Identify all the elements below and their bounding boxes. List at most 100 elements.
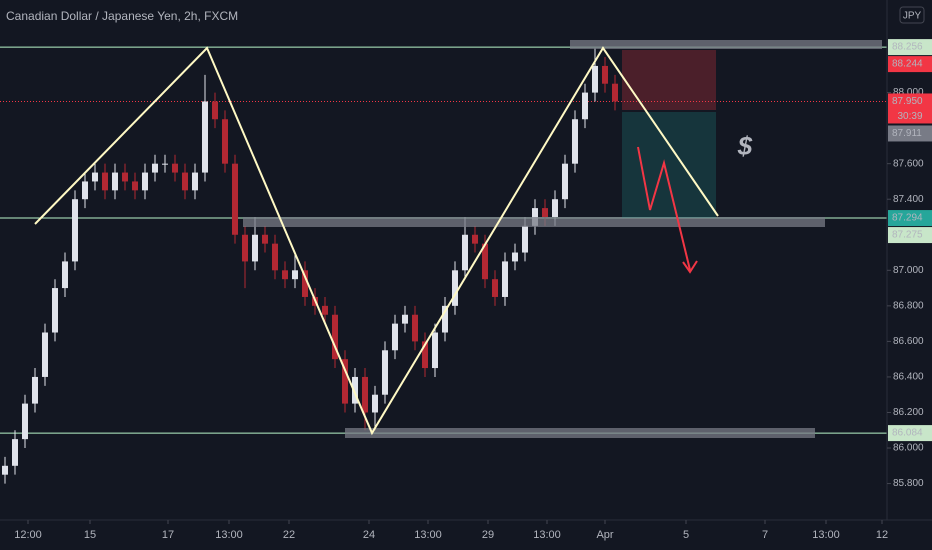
x-tick-label: 7	[762, 529, 768, 541]
countdown: 30:39	[897, 111, 922, 122]
candle-body	[572, 119, 578, 164]
candle-body	[452, 270, 458, 306]
price-badge	[888, 227, 932, 244]
candle-body	[592, 65, 598, 93]
candle-body	[442, 305, 448, 333]
candle-body	[532, 208, 538, 226]
price-axis	[887, 0, 932, 550]
candle-body	[562, 163, 568, 200]
y-tick-label: 88.000	[893, 87, 924, 98]
x-tick-label: 29	[482, 529, 494, 541]
candle-body	[62, 261, 68, 289]
candle-body	[182, 172, 188, 191]
candle-body	[242, 234, 248, 262]
candle-body	[122, 172, 128, 182]
price-badge	[888, 210, 932, 227]
candle-body	[72, 199, 78, 262]
price-badge-label: 87.275	[892, 230, 923, 241]
candle-body	[382, 350, 388, 395]
candle-body	[512, 252, 518, 262]
candle-body	[92, 172, 98, 182]
price-badge-label: 88.256	[892, 42, 923, 53]
candle-body	[332, 314, 338, 360]
zone	[243, 217, 825, 227]
candle-body	[212, 101, 218, 120]
candle-body	[12, 439, 18, 466]
x-tick-label: 13:00	[215, 529, 243, 541]
currency: JPY	[903, 11, 922, 22]
x-tick-label: 12:00	[14, 529, 42, 541]
candle-body	[282, 270, 288, 280]
candle-body	[262, 234, 268, 244]
candle-body	[232, 163, 238, 235]
price-badge	[888, 93, 932, 110]
candle-body	[172, 163, 178, 173]
candle-body	[482, 243, 488, 280]
x-tick-label: 13:00	[414, 529, 442, 541]
candle-body	[542, 208, 548, 217]
candle-body	[152, 163, 158, 173]
candle-body	[22, 403, 28, 440]
candle-body	[292, 270, 298, 280]
candle-body	[582, 92, 588, 120]
candle-body	[322, 305, 328, 315]
candle-body	[202, 101, 208, 173]
candle-body	[192, 172, 198, 191]
y-tick-label: 86.600	[893, 336, 924, 347]
y-tick-label: 87.400	[893, 194, 924, 205]
candle-body	[42, 332, 48, 377]
target-zone	[622, 112, 716, 218]
candle-body	[142, 172, 148, 191]
x-tick-label: 5	[683, 529, 689, 541]
candle-body	[602, 65, 608, 84]
x-tick-label: 13:00	[812, 529, 840, 541]
candle-body	[552, 199, 558, 217]
candles	[2, 48, 618, 484]
candle-body	[272, 243, 278, 271]
candle-body	[102, 172, 108, 191]
candle-body	[342, 359, 348, 404]
candle-body	[162, 163, 168, 165]
candle-body	[252, 234, 258, 262]
candle-body	[612, 83, 618, 102]
x-tick-label: 12	[876, 529, 888, 541]
y-tick-label: 86.800	[893, 300, 924, 311]
price-badge	[888, 39, 932, 56]
zone	[345, 428, 815, 438]
candle-body	[2, 465, 8, 475]
y-tick-label: 86.400	[893, 372, 924, 383]
countdown-badge	[888, 108, 932, 124]
y-tick-label: 86.200	[893, 407, 924, 418]
y-tick-label: 86.000	[893, 443, 924, 454]
candle-body	[222, 119, 228, 164]
zigzag	[34, 46, 719, 436]
x-tick-label: 15	[84, 529, 96, 541]
x-tick-label: 24	[363, 529, 375, 541]
candle-body	[52, 288, 58, 333]
candle-body	[82, 181, 88, 200]
x-tick-label: 17	[162, 529, 174, 541]
x-tick-label: Apr	[596, 529, 613, 541]
price-badge-label: 87.950	[892, 96, 923, 107]
price-badge-label: 86.084	[892, 428, 923, 439]
candle-body	[412, 314, 418, 342]
candle-body	[502, 261, 508, 297]
zone	[570, 40, 882, 49]
candle-body	[302, 270, 308, 297]
axis-labels: 85.800 86.000 86.200 86.400 86.600 86.800 87.0…	[14, 39, 932, 541]
y-tick-label: 87.600	[893, 158, 924, 169]
currency-box	[899, 6, 925, 24]
candle-body	[132, 181, 138, 191]
arrow-head	[682, 260, 698, 274]
price-badge-label: 87.294	[892, 213, 923, 224]
candle-body	[422, 341, 428, 369]
price-badge	[888, 425, 932, 442]
candle-body	[432, 332, 438, 369]
stop-zone	[622, 50, 716, 110]
candle-body	[32, 376, 38, 404]
candle-body	[362, 376, 368, 413]
chart-title: Canadian Dollar / Japanese Yen, 2h, FXCM	[6, 9, 238, 23]
candle-body	[392, 323, 398, 351]
